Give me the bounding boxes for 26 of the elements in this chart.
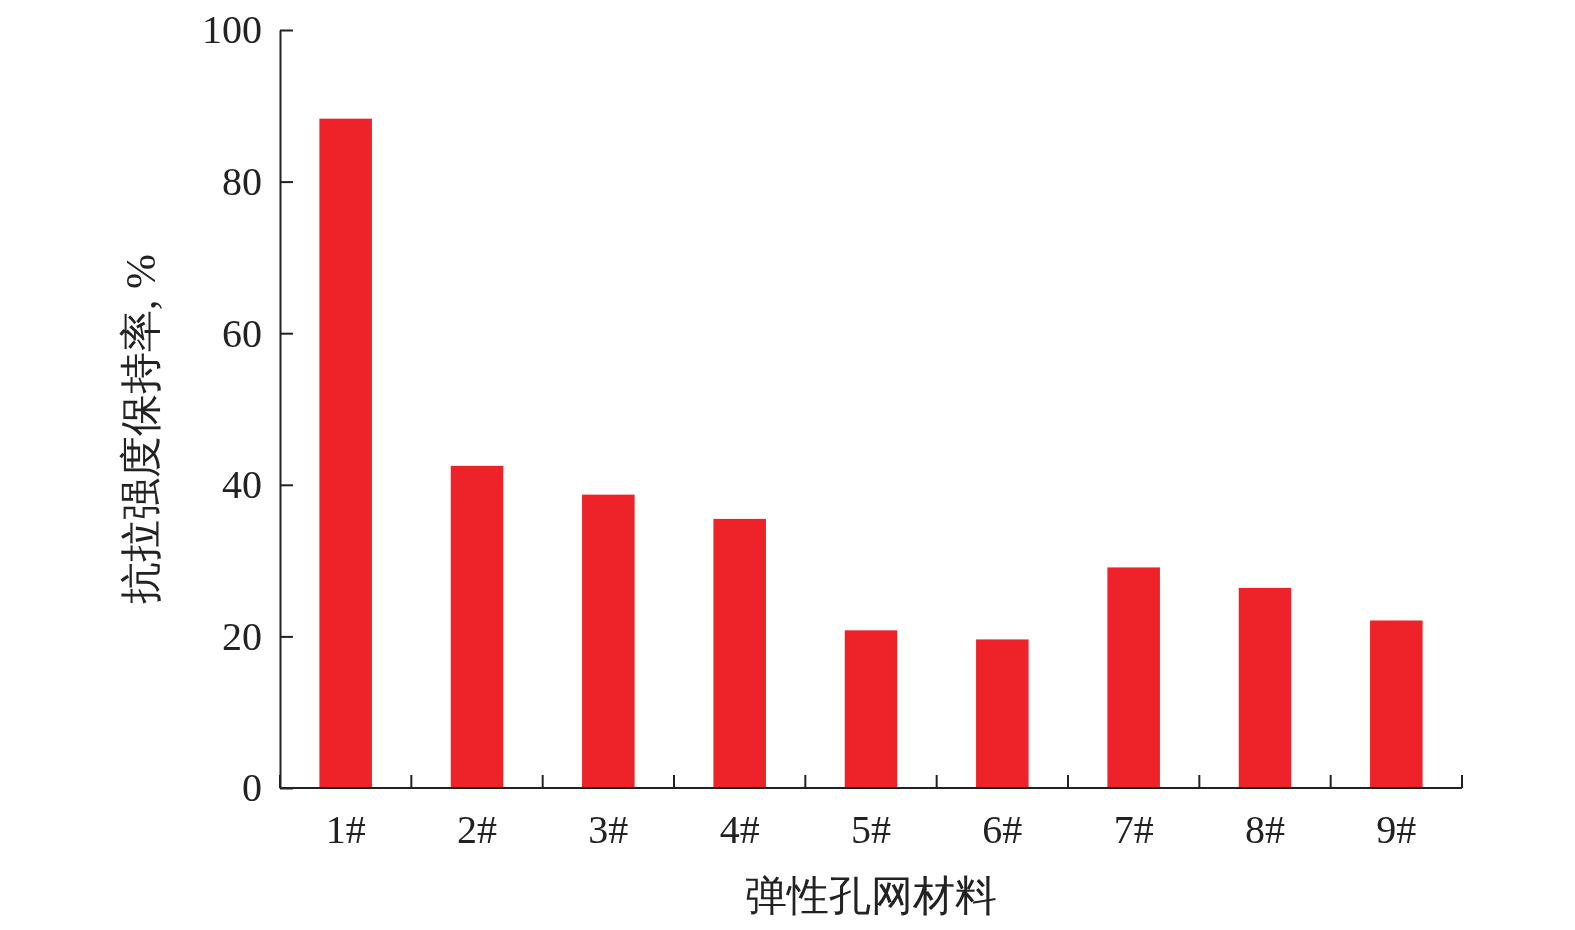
y-tick-label: 40 xyxy=(222,462,262,508)
y-tick-label: 20 xyxy=(222,613,262,659)
x-tick-label: 9# xyxy=(1376,807,1417,852)
x-tick-label: 7# xyxy=(1113,807,1154,852)
bar xyxy=(976,639,1029,788)
bar xyxy=(844,630,898,788)
x-tick-label: 6# xyxy=(982,807,1023,852)
y-tick-label: 60 xyxy=(222,310,262,356)
bar xyxy=(450,465,504,788)
y-tick-label: 80 xyxy=(222,158,262,204)
x-tick-label: 4# xyxy=(719,807,760,852)
bar xyxy=(1238,587,1292,788)
x-tick-label: 5# xyxy=(851,807,891,852)
bar xyxy=(319,118,372,788)
y-tick-label: 0 xyxy=(242,765,262,811)
bar xyxy=(1370,620,1423,788)
x-tick-label: 1# xyxy=(325,807,366,852)
x-tick-label: 8# xyxy=(1245,807,1285,852)
bar xyxy=(582,494,635,788)
bar xyxy=(713,518,766,788)
x-axis-title: 弹性孔网材料 xyxy=(745,873,997,919)
y-axis-title: 抗拉强度保持率, % xyxy=(118,254,164,604)
x-tick-label: 3# xyxy=(588,807,629,852)
bar xyxy=(1107,567,1160,788)
y-tick-label: 100 xyxy=(202,7,262,53)
x-tick-label: 2# xyxy=(457,807,497,852)
